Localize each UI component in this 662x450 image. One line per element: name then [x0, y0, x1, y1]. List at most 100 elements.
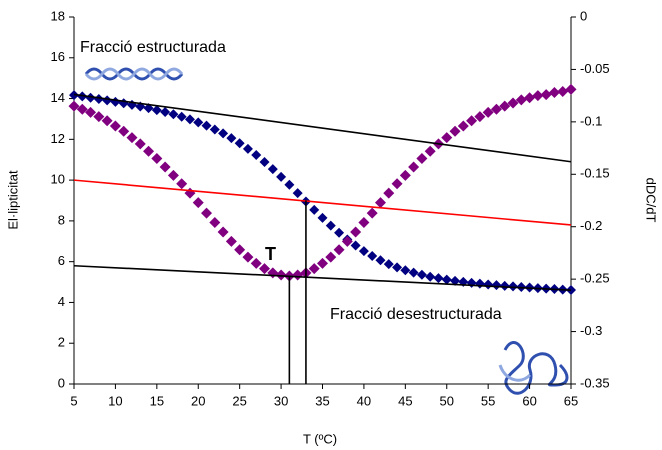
data-point [118, 126, 129, 137]
y-tick-label: 0 [58, 375, 65, 390]
chart: Fracció estructurada Fracció desestructu… [0, 0, 662, 450]
y-tick-label: 6 [58, 253, 65, 268]
y2-tick-label: -0.2 [580, 218, 602, 233]
data-point [135, 138, 146, 149]
x-tick-label: 60 [522, 393, 536, 408]
y-tick-label: 12 [51, 131, 65, 146]
data-point [425, 146, 436, 157]
data-point [524, 92, 535, 103]
x-tick-label: 5 [70, 393, 77, 408]
data-point [226, 133, 236, 143]
coil-icon [500, 342, 567, 393]
y2-tick-label: 0 [580, 8, 587, 23]
data-point [392, 178, 403, 189]
annotation: Fracció desestructurada [330, 306, 502, 323]
data-point [110, 121, 121, 132]
data-point [143, 146, 154, 157]
data-point [110, 97, 120, 107]
data-point [375, 197, 386, 208]
data-point [508, 281, 518, 291]
x-tick-label: 25 [232, 393, 246, 408]
y2-tick-label: -0.1 [580, 113, 602, 128]
x-tick-label: 40 [357, 393, 371, 408]
data-point [416, 153, 427, 164]
data-point [126, 132, 137, 143]
data-point [177, 112, 187, 122]
y2-axis-label: dDC/dT [644, 178, 659, 223]
data-point [359, 246, 369, 256]
data-point [475, 279, 485, 289]
data-point [317, 258, 328, 269]
annotation: Fracció estructurada [80, 39, 226, 56]
x-tick-label: 65 [564, 393, 578, 408]
annotation: T [265, 244, 276, 264]
y-tick-label: 18 [51, 8, 65, 23]
data-point [168, 170, 179, 181]
data-point [260, 157, 270, 167]
data-point [441, 132, 452, 143]
data-point [566, 84, 577, 95]
data-point [185, 114, 195, 124]
data-point [251, 258, 262, 269]
y-tick-label: 4 [58, 294, 65, 309]
data-point [160, 161, 171, 172]
data-point [209, 217, 220, 228]
data-point [392, 262, 402, 272]
data-point [409, 268, 419, 278]
data-point [218, 226, 229, 237]
data-point [375, 255, 385, 265]
y2-tick-label: -0.25 [580, 271, 610, 286]
x-tick-label: 10 [108, 393, 122, 408]
x-tick-label: 15 [150, 393, 164, 408]
data-point [193, 197, 204, 208]
data-point [234, 244, 245, 255]
data-point [450, 126, 461, 137]
data-point [350, 226, 361, 237]
data-point [202, 121, 212, 131]
data-point [458, 121, 469, 132]
data-point [235, 138, 245, 148]
data-point [284, 180, 294, 190]
data-point [210, 125, 220, 135]
data-point [226, 236, 237, 247]
data-point [417, 270, 427, 280]
data-point [119, 98, 129, 108]
x-tick-label: 45 [398, 393, 412, 408]
data-point [383, 188, 394, 199]
y-tick-label: 2 [58, 335, 65, 350]
x-tick-label: 35 [315, 393, 329, 408]
data-point [557, 86, 568, 97]
data-point [293, 188, 303, 198]
data-point [276, 172, 286, 182]
data-point [268, 164, 278, 174]
data-point [400, 170, 411, 181]
data-point [102, 95, 112, 105]
data-point [292, 269, 303, 280]
x-tick-label: 20 [191, 393, 205, 408]
data-point [176, 178, 187, 189]
data-point [483, 280, 493, 290]
data-point [491, 280, 501, 290]
x-tick-label: 55 [481, 393, 495, 408]
data-point [334, 244, 345, 255]
x-axis-label: T (ºC) [303, 431, 337, 446]
data-point [325, 252, 336, 263]
y-tick-label: 14 [51, 90, 65, 105]
data-point [184, 188, 195, 199]
data-point [151, 153, 162, 164]
data-point [318, 213, 328, 223]
data-point [218, 128, 228, 138]
y-axis-label: El·lipticitat [5, 170, 20, 230]
data-point [367, 251, 377, 261]
data-point [541, 89, 552, 100]
data-point [358, 217, 369, 228]
data-point [309, 205, 319, 215]
data-point [433, 273, 443, 283]
y2-tick-label: -0.35 [580, 375, 610, 390]
data-point [500, 281, 510, 291]
y2-tick-label: -0.15 [580, 166, 610, 181]
data-point [168, 109, 178, 119]
data-point [251, 150, 261, 160]
y-tick-label: 16 [51, 49, 65, 64]
data-point [334, 228, 344, 238]
